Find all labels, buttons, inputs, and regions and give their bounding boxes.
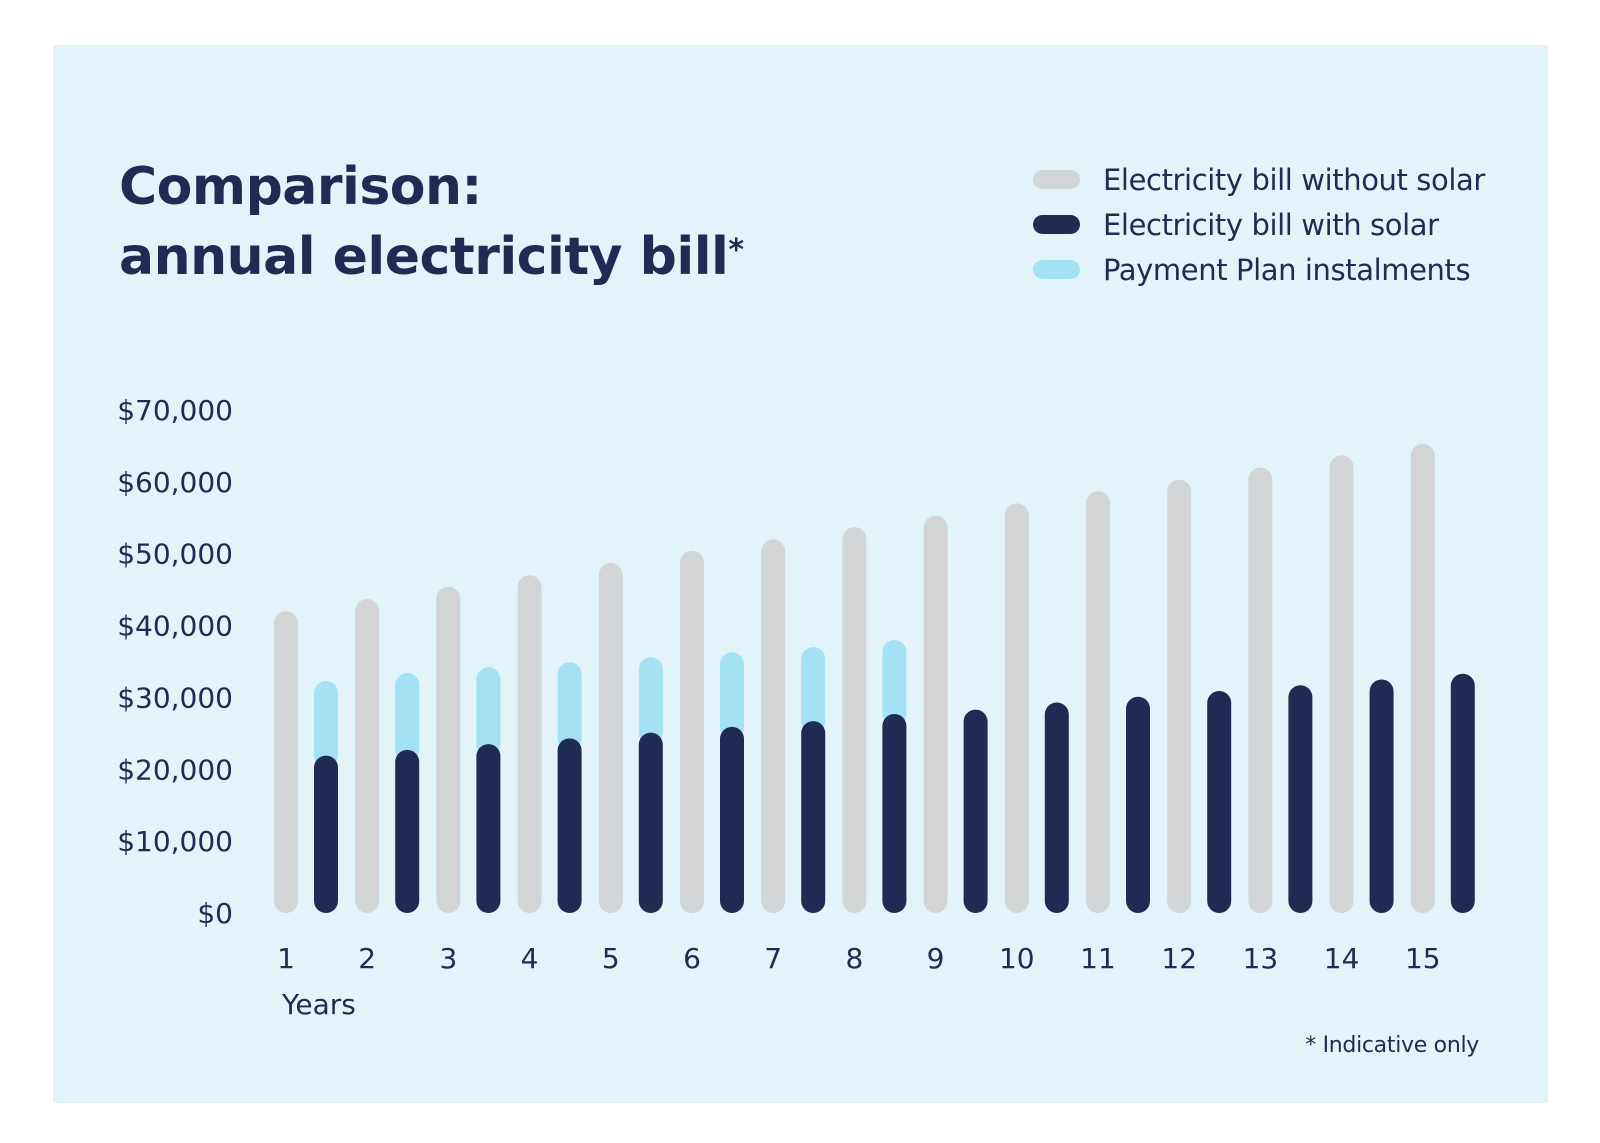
bar-with-solar — [1044, 702, 1069, 913]
bar-payment-plan — [801, 647, 826, 734]
bar-payment-plan — [882, 639, 907, 726]
y-tick-label: $10,000 — [117, 825, 233, 858]
x-tick-label: 4 — [521, 942, 539, 975]
bar-with-solar — [963, 709, 988, 913]
bar-with-solar — [801, 721, 826, 913]
footnote: * Indicative only — [1305, 1033, 1479, 1058]
x-tick-label: 6 — [683, 942, 701, 975]
y-tick-label: $30,000 — [117, 681, 233, 714]
x-tick-label: 11 — [1080, 942, 1116, 975]
legend-swatch-with-solar — [1033, 215, 1080, 234]
legend-item-payment-plan: Payment Plan instalments — [1033, 247, 1513, 292]
bar-payment-plan — [638, 657, 663, 745]
bar-without-solar — [598, 563, 623, 913]
chart-title-line-2: annual electricity bill* — [119, 222, 744, 292]
y-tick-label: $20,000 — [117, 753, 233, 786]
bar-with-solar — [1369, 679, 1394, 913]
bar-with-solar — [1126, 696, 1150, 913]
bar-with-solar — [395, 749, 420, 913]
chart-panel — [53, 45, 1548, 1103]
bar-with-solar — [314, 755, 338, 913]
chart-legend: Electricity bill without solar Electrici… — [1033, 157, 1513, 292]
bar-without-solar — [436, 586, 461, 913]
legend-label-payment-plan: Payment Plan instalments — [1103, 252, 1471, 287]
bar-with-solar — [638, 732, 663, 913]
x-tick-label: 14 — [1324, 942, 1360, 975]
chart-title-line-1: Comparison: — [119, 157, 482, 217]
bar-group — [274, 443, 1475, 913]
bar-without-solar — [1410, 443, 1435, 913]
x-axis: 1 2 3 4 5 6 7 8 9 10 11 12 13 14 15 — [277, 942, 1441, 975]
bar-payment-plan — [476, 667, 501, 757]
bar-with-solar — [476, 744, 501, 913]
y-axis: $0 $10,000 $20,000 $30,000 $40,000 $50,000 $60… — [117, 394, 233, 930]
bar-with-solar — [557, 738, 582, 913]
x-tick-label: 3 — [439, 942, 457, 975]
legend-label-without-solar: Electricity bill without solar — [1103, 162, 1485, 197]
bar-without-solar — [1086, 491, 1110, 913]
bar-with-solar — [882, 713, 907, 913]
chart-title-asterisk: * — [728, 233, 744, 268]
bar-without-solar — [517, 575, 542, 913]
bar-with-solar — [1207, 690, 1232, 913]
x-tick-label: 8 — [845, 942, 863, 975]
bar-without-solar — [1004, 503, 1029, 913]
chart-title: Comparison: annual electricity bill* — [119, 152, 744, 292]
y-tick-label: $50,000 — [117, 538, 233, 571]
bar-without-solar — [355, 598, 380, 913]
x-tick-label: 2 — [358, 942, 376, 975]
chart-title-text: annual electricity bill — [119, 227, 729, 287]
bar-payment-plan — [557, 662, 582, 751]
x-tick-label: 12 — [1161, 942, 1197, 975]
y-tick-label: $70,000 — [117, 394, 233, 427]
bar-without-solar — [1248, 467, 1273, 913]
x-tick-label: 1 — [277, 942, 295, 975]
bar-without-solar — [761, 539, 786, 913]
x-tick-label: 7 — [764, 942, 782, 975]
bar-payment-plan — [720, 652, 744, 739]
x-tick-label: 5 — [602, 942, 620, 975]
x-tick-label: 10 — [999, 942, 1035, 975]
bar-without-solar — [274, 611, 298, 913]
bar-without-solar — [680, 550, 704, 913]
legend-swatch-payment-plan — [1033, 260, 1080, 279]
bar-payment-plan — [395, 672, 420, 762]
bar-without-solar — [1167, 479, 1192, 913]
legend-item-without-solar: Electricity bill without solar — [1033, 157, 1513, 202]
y-tick-label: $60,000 — [117, 466, 233, 499]
x-tick-label: 15 — [1405, 942, 1441, 975]
bar-with-solar — [1288, 685, 1313, 913]
legend-item-with-solar: Electricity bill with solar — [1033, 202, 1513, 247]
x-axis-title: Years — [281, 988, 356, 1021]
bar-without-solar — [842, 527, 867, 913]
legend-label-with-solar: Electricity bill with solar — [1103, 207, 1439, 242]
bar-without-solar — [1329, 455, 1354, 913]
bar-without-solar — [923, 515, 948, 913]
bar-with-solar — [1450, 673, 1475, 913]
y-tick-label: $40,000 — [117, 610, 233, 643]
x-tick-label: 9 — [927, 942, 945, 975]
x-tick-label: 13 — [1243, 942, 1279, 975]
y-tick-label: $0 — [197, 897, 233, 930]
legend-swatch-without-solar — [1033, 170, 1080, 189]
bar-payment-plan — [314, 680, 338, 768]
bar-with-solar — [720, 726, 744, 913]
